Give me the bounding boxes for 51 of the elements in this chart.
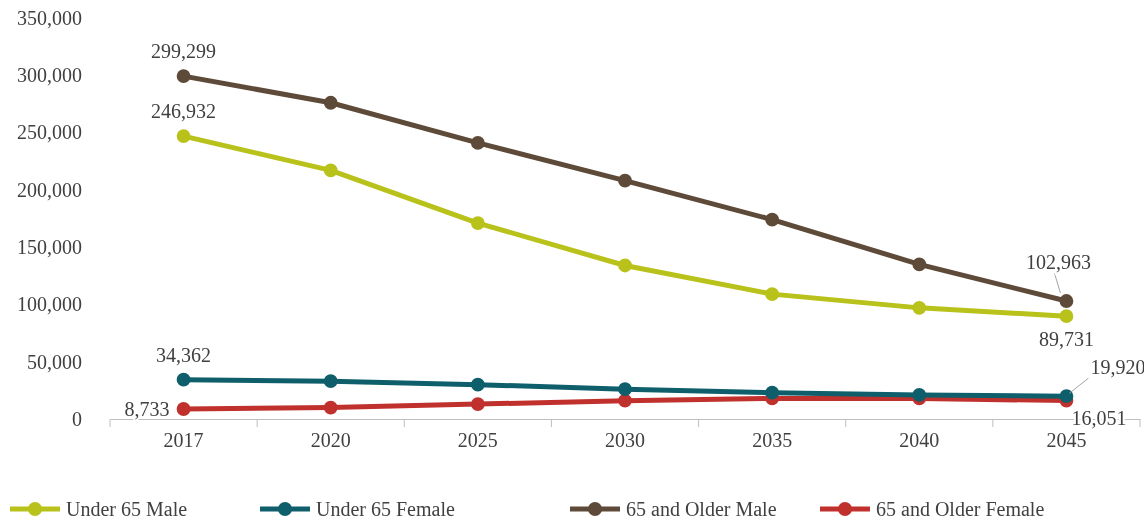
point bbox=[323, 163, 338, 178]
legend-label: Under 65 Female bbox=[316, 498, 455, 520]
data-label: 102,963 bbox=[1025, 251, 1091, 274]
y-tick-label: 150,000 bbox=[17, 236, 82, 259]
point bbox=[765, 385, 780, 400]
point bbox=[618, 173, 632, 188]
y-tick-label: 200,000 bbox=[17, 178, 82, 201]
point bbox=[323, 400, 338, 415]
point bbox=[765, 287, 780, 302]
data-label: 16,051 bbox=[1071, 406, 1127, 429]
point bbox=[470, 135, 485, 150]
point bbox=[765, 212, 780, 227]
point bbox=[1059, 389, 1074, 404]
y-tick-label: 350,000 bbox=[17, 6, 82, 29]
point bbox=[470, 216, 485, 230]
point bbox=[323, 374, 338, 389]
point bbox=[1059, 294, 1074, 308]
point bbox=[912, 300, 927, 315]
point bbox=[912, 257, 927, 272]
point bbox=[618, 258, 632, 273]
data-label: 89,731 bbox=[1038, 328, 1094, 351]
legend-label: Under 65 Male bbox=[66, 498, 188, 520]
point bbox=[176, 372, 191, 387]
x-tick-label: 2020 bbox=[310, 429, 351, 452]
point bbox=[323, 95, 338, 110]
point bbox=[470, 397, 485, 411]
data-label: 299,299 bbox=[151, 40, 217, 63]
point bbox=[470, 377, 485, 392]
y-tick-label: 100,000 bbox=[17, 293, 82, 316]
y-tick-label: 50,000 bbox=[27, 350, 82, 373]
data-label: 19,920 bbox=[1090, 356, 1144, 379]
point bbox=[176, 69, 191, 83]
point bbox=[618, 382, 632, 397]
y-tick-label: 250,000 bbox=[17, 121, 82, 144]
x-tick-label: 2017 bbox=[163, 429, 204, 452]
x-tick-label: 2030 bbox=[605, 429, 645, 452]
data-label: 246,932 bbox=[151, 100, 217, 123]
x-tick-label: 2025 bbox=[457, 429, 498, 452]
legend-label: 65 and Older Male bbox=[626, 498, 777, 520]
y-tick-label: 0 bbox=[72, 407, 82, 430]
data-label: 34,362 bbox=[156, 343, 212, 366]
x-tick-label: 2040 bbox=[899, 429, 940, 452]
y-tick-label: 300,000 bbox=[17, 64, 82, 87]
point bbox=[176, 402, 191, 416]
point bbox=[1059, 309, 1074, 324]
point bbox=[176, 129, 191, 143]
x-tick-label: 2045 bbox=[1046, 429, 1087, 452]
legend-label: 65 and Older Female bbox=[876, 498, 1045, 520]
point bbox=[912, 388, 927, 402]
data-label: 8,733 bbox=[124, 397, 170, 420]
x-tick-label: 2035 bbox=[752, 429, 793, 452]
